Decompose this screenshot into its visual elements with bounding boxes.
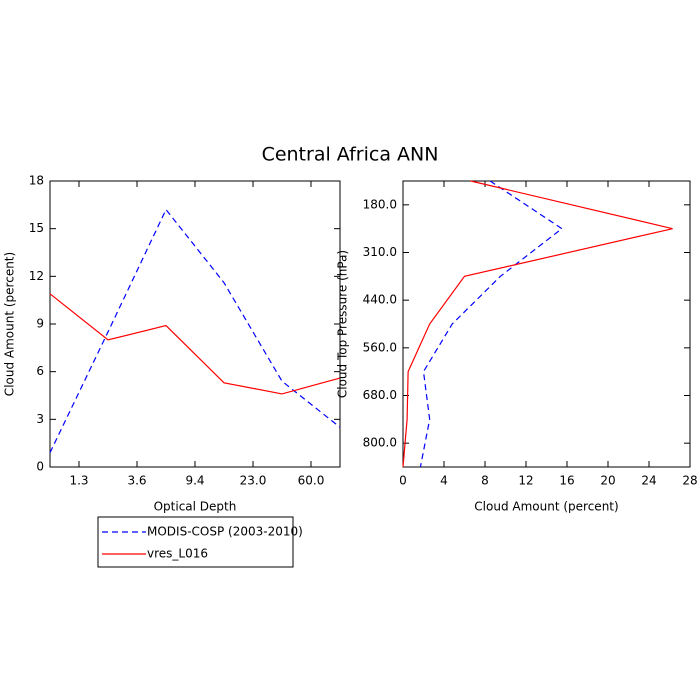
chart-title: Central Africa ANN [262, 144, 439, 166]
legend-label: MODIS-COSP (2003-2010) [147, 525, 303, 539]
series-line [402, 180, 673, 468]
y-axis-title: Cloud Amount (percent) [3, 252, 17, 396]
y-tick-label: 180.0 [363, 197, 397, 211]
x-tick-label: 28 [682, 474, 697, 488]
y-tick-label: 680.0 [363, 388, 397, 402]
x-axis-title: Cloud Amount (percent) [474, 500, 618, 514]
y-tick-label: 9 [36, 317, 44, 331]
x-tick-label: 24 [641, 474, 656, 488]
x-tick-label: 60.0 [298, 474, 325, 488]
legend-label: vres_L016 [147, 547, 208, 561]
plot-frame [402, 180, 691, 468]
y-tick-label: 0 [36, 460, 44, 474]
legend: MODIS-COSP (2003-2010) vres_L016 [97, 516, 303, 568]
series-line [419, 180, 563, 468]
y-tick-label: 800.0 [363, 436, 397, 450]
legend-box [97, 516, 294, 568]
x-tick-label: 8 [481, 474, 489, 488]
x-tick-label: 23.0 [240, 474, 267, 488]
x-tick-label: 20 [600, 474, 615, 488]
y-tick-label: 560.0 [363, 340, 397, 354]
series-line [49, 208, 341, 453]
y-tick-label: 18 [29, 174, 44, 188]
y-tick-label: 310.0 [363, 245, 397, 259]
y-tick-label: 440.0 [363, 293, 397, 307]
x-tick-label: 4 [440, 474, 448, 488]
y-tick-label: 6 [36, 364, 44, 378]
x-tick-label: 9.4 [185, 474, 204, 488]
x-tick-label: 0 [399, 474, 407, 488]
x-tick-label: 16 [559, 474, 574, 488]
y-tick-label: 3 [36, 412, 44, 426]
y-axis-title: Cloud Top Pressure (hPa) [336, 250, 350, 398]
x-tick-label: 12 [518, 474, 533, 488]
series-line [49, 293, 341, 395]
x-tick-label: 3.6 [127, 474, 146, 488]
y-tick-label: 15 [29, 221, 44, 235]
y-tick-label: 12 [29, 269, 44, 283]
x-tick-label: 1.3 [69, 474, 88, 488]
x-axis-title: Optical Depth [154, 500, 237, 514]
